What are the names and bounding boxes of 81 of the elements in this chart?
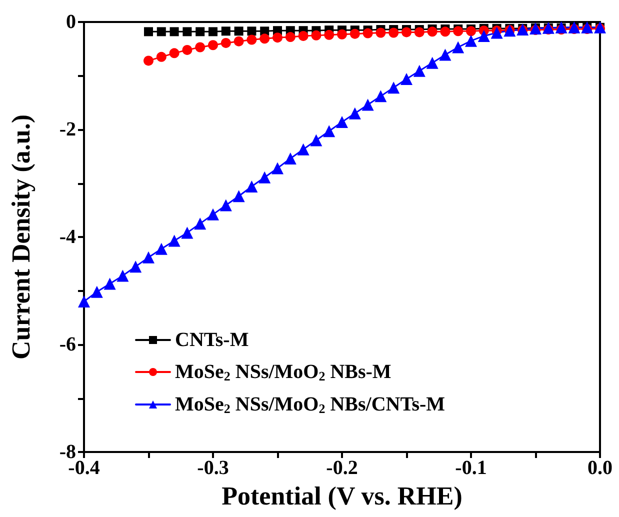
point — [170, 27, 179, 36]
point — [182, 27, 192, 36]
point — [246, 180, 258, 192]
x-tick-label: -0.3 — [197, 457, 229, 479]
point — [337, 29, 347, 40]
point — [168, 234, 180, 247]
point — [478, 30, 490, 42]
x-tick-label: 0.0 — [588, 457, 612, 479]
y-axis-title: Current Density (a.u.) — [6, 114, 36, 360]
point — [207, 208, 219, 220]
point — [388, 82, 400, 94]
point — [490, 26, 503, 39]
point — [284, 152, 296, 165]
legend-label: CNTs-M — [175, 329, 249, 351]
point — [285, 32, 296, 42]
point — [362, 28, 373, 38]
point — [234, 26, 244, 36]
point — [310, 134, 322, 146]
point — [220, 38, 231, 48]
y-tick-label: -2 — [59, 118, 76, 140]
point — [221, 26, 230, 36]
legend-label: MoSe2 NSs/MoO2 NBs-M — [175, 361, 392, 384]
x-tick-label: -0.2 — [326, 457, 358, 479]
point — [208, 27, 218, 36]
point — [142, 251, 154, 264]
point — [156, 52, 166, 62]
point — [220, 199, 232, 212]
y-tick-label: -6 — [59, 334, 76, 356]
point — [90, 286, 103, 298]
point — [453, 26, 464, 36]
point — [336, 116, 348, 128]
point — [232, 190, 245, 202]
x-tick-label: -0.1 — [455, 457, 487, 479]
point — [144, 27, 153, 36]
point — [78, 296, 90, 308]
point — [169, 48, 180, 58]
point — [104, 278, 116, 290]
x-axis-title: Potential (V vs. RHE) — [222, 481, 462, 510]
y-tick-label: 0 — [66, 11, 76, 33]
point — [413, 64, 426, 77]
point — [247, 26, 256, 36]
point — [246, 34, 257, 45]
point — [234, 36, 244, 46]
point — [195, 42, 206, 52]
point — [208, 40, 218, 50]
point — [414, 27, 424, 38]
point — [439, 48, 452, 61]
point — [376, 28, 386, 38]
point — [440, 26, 450, 37]
point — [260, 34, 270, 44]
point — [196, 27, 205, 36]
point — [388, 28, 399, 38]
point — [466, 26, 476, 36]
point — [194, 218, 206, 230]
point — [182, 44, 192, 55]
point — [323, 125, 336, 138]
point — [324, 30, 334, 40]
point — [465, 34, 477, 47]
point — [350, 28, 360, 39]
point — [144, 56, 154, 66]
point — [348, 107, 361, 120]
point — [155, 242, 168, 255]
point — [452, 41, 464, 54]
point — [426, 56, 438, 69]
point — [311, 30, 322, 40]
point — [374, 90, 387, 102]
point — [402, 27, 412, 38]
point — [362, 98, 374, 111]
point — [130, 260, 142, 273]
point — [116, 270, 129, 282]
point — [156, 27, 166, 36]
point — [427, 26, 438, 37]
point — [272, 32, 282, 43]
point — [400, 72, 412, 85]
point — [181, 226, 194, 239]
legend-label: MoSe2 NSs/MoO2 NBs/CNTs-M — [175, 394, 446, 416]
point — [298, 30, 308, 41]
point — [297, 143, 310, 156]
point — [258, 171, 271, 184]
point — [272, 162, 284, 174]
y-tick-label: -4 — [59, 226, 76, 248]
